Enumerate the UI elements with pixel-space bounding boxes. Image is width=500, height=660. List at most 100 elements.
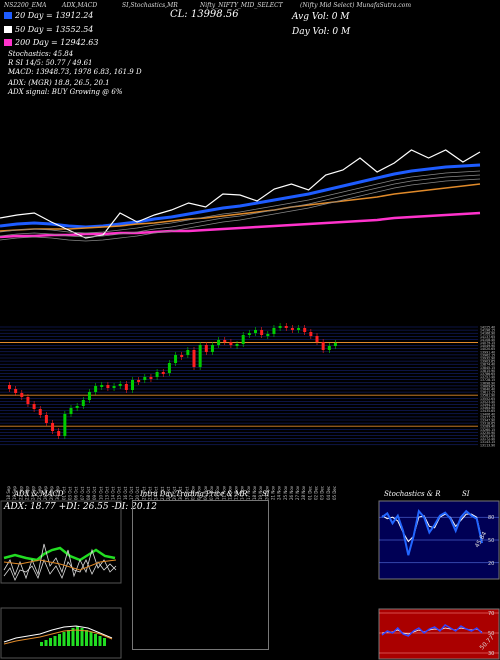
date-label: 30 Sep — [55, 486, 60, 500]
price-ma-chart — [0, 149, 481, 242]
date-label: 19 Sep — [12, 486, 17, 500]
candle-body — [94, 386, 98, 392]
stoch-tick: 80 — [488, 515, 494, 521]
date-labels-group: 18 Sep 19 Sep 22 Sep 23 Sep 24 Sep 25 Sep 26 S… — [6, 485, 337, 500]
macd-frame — [0, 607, 122, 659]
date-label: 17 Nov — [246, 485, 251, 500]
ma-line-20-day — [0, 163, 481, 229]
level-label: 13757.40 — [480, 375, 495, 379]
level-label: 13464.90 — [480, 406, 495, 410]
candle-body — [69, 408, 73, 414]
date-label: 17 Oct — [129, 486, 134, 500]
candle-body — [149, 377, 153, 379]
legend-adx-signal: ADX signal: BUY Growing @ 6% — [8, 88, 123, 96]
level-label: 13494.15 — [480, 403, 495, 407]
date-label: 03 Dec — [320, 486, 325, 500]
candle-body — [297, 328, 301, 330]
stoch-title: Stochastics & R — [384, 490, 441, 498]
candle-body — [63, 414, 67, 436]
level-label: 14196.15 — [480, 329, 495, 333]
candle-body — [284, 326, 288, 328]
ma50-swatch — [4, 26, 12, 33]
date-label: 26 Sep — [43, 486, 48, 500]
candle-body — [290, 328, 294, 330]
date-label: 24 Sep — [31, 486, 36, 500]
candle-body — [266, 334, 270, 336]
ma50-label: 50 Day = 13552.54 — [15, 25, 94, 34]
plus-di-line — [3, 543, 117, 580]
level-label: 14079.15 — [480, 341, 495, 345]
candle-body — [155, 372, 159, 377]
date-label: 03 Nov — [191, 485, 196, 500]
candle-body — [315, 336, 319, 342]
ma200-swatch — [4, 39, 12, 46]
avg-volume: Avg Vol: 0 M — [292, 12, 350, 22]
date-label: 07 Nov — [209, 485, 214, 500]
intraday-frame — [132, 500, 269, 650]
level-label: 13903.65 — [480, 360, 495, 364]
ma-line-price — [0, 149, 481, 239]
ma200-label: 200 Day = 12942.63 — [15, 38, 99, 47]
date-label: 08 Oct — [86, 486, 91, 500]
candle-body — [254, 330, 257, 333]
date-label: 29 Oct — [172, 486, 177, 500]
level-label: 13201.65 — [480, 434, 495, 438]
macd-bar — [44, 640, 48, 646]
stoch-title-si: SI — [462, 490, 470, 498]
stoch-grid: 80 50 20 70 50 30 — [379, 515, 499, 657]
adx-readout: ADX: 18.77 +DI: 26.55 -DI: 20.12 — [4, 502, 157, 512]
candle-body — [180, 355, 184, 357]
level-label: 13552.65 — [480, 397, 495, 401]
ma20-swatch — [4, 12, 12, 19]
ma-lines-group — [0, 149, 481, 242]
date-label: 19 Nov — [258, 485, 263, 500]
candle-body — [124, 384, 128, 390]
level-label: 13230.90 — [480, 431, 495, 435]
candle-body — [204, 345, 208, 352]
level-label: 13581.90 — [480, 394, 495, 398]
level-label: 14137.65 — [480, 335, 495, 339]
level-label: 13318.65 — [480, 422, 495, 426]
ma-line-200-day — [0, 211, 481, 239]
macd-bar — [62, 632, 66, 646]
candle-body — [143, 377, 147, 380]
date-label: 22 Sep — [18, 486, 23, 500]
legend-adx: ADX: (MGR) 18.8, 26.5, 20.1 — [8, 79, 110, 87]
rsi-tick: 50 — [488, 631, 494, 637]
candle-body — [32, 404, 36, 409]
day-volume: Day Vol: 0 M — [292, 27, 351, 37]
macd-bar — [53, 636, 57, 646]
level-label: 13260.15 — [480, 428, 495, 432]
date-label: 28 Nov — [301, 485, 306, 500]
date-label: 28 Oct — [166, 486, 171, 500]
macd-bar — [103, 638, 106, 646]
level-label: 13377.15 — [480, 415, 495, 419]
candle-body — [75, 406, 79, 408]
candle-body — [272, 328, 276, 334]
level-label: 13143.15 — [480, 440, 495, 444]
level-label: 13786.65 — [480, 372, 495, 376]
ma-band-2 — [0, 178, 481, 242]
candle-body — [241, 335, 245, 344]
candle-body — [303, 328, 307, 332]
date-label: 12 Nov — [227, 485, 232, 500]
date-label: 24 Oct — [154, 486, 159, 500]
date-label: 16 Oct — [123, 486, 128, 500]
candle-body — [217, 340, 221, 345]
date-label: 29 Sep — [49, 486, 54, 500]
date-label: 21 Nov — [270, 485, 275, 500]
macd-bar — [71, 628, 75, 646]
rsi-main-line — [381, 624, 483, 637]
candle-body — [229, 342, 233, 345]
candle-body — [44, 415, 48, 423]
candle-body — [8, 385, 11, 389]
candle-body — [186, 350, 190, 355]
candle-body — [14, 389, 18, 393]
date-label: 01 Oct — [61, 486, 66, 500]
adx-panel-title: ADX & MACD — [14, 490, 64, 498]
date-label: 10 Nov — [215, 485, 220, 500]
level-label: 13640.40 — [480, 388, 495, 392]
date-label: 27 Nov — [295, 485, 300, 500]
candle-body — [26, 397, 30, 404]
date-label: 21 Oct — [141, 486, 146, 500]
